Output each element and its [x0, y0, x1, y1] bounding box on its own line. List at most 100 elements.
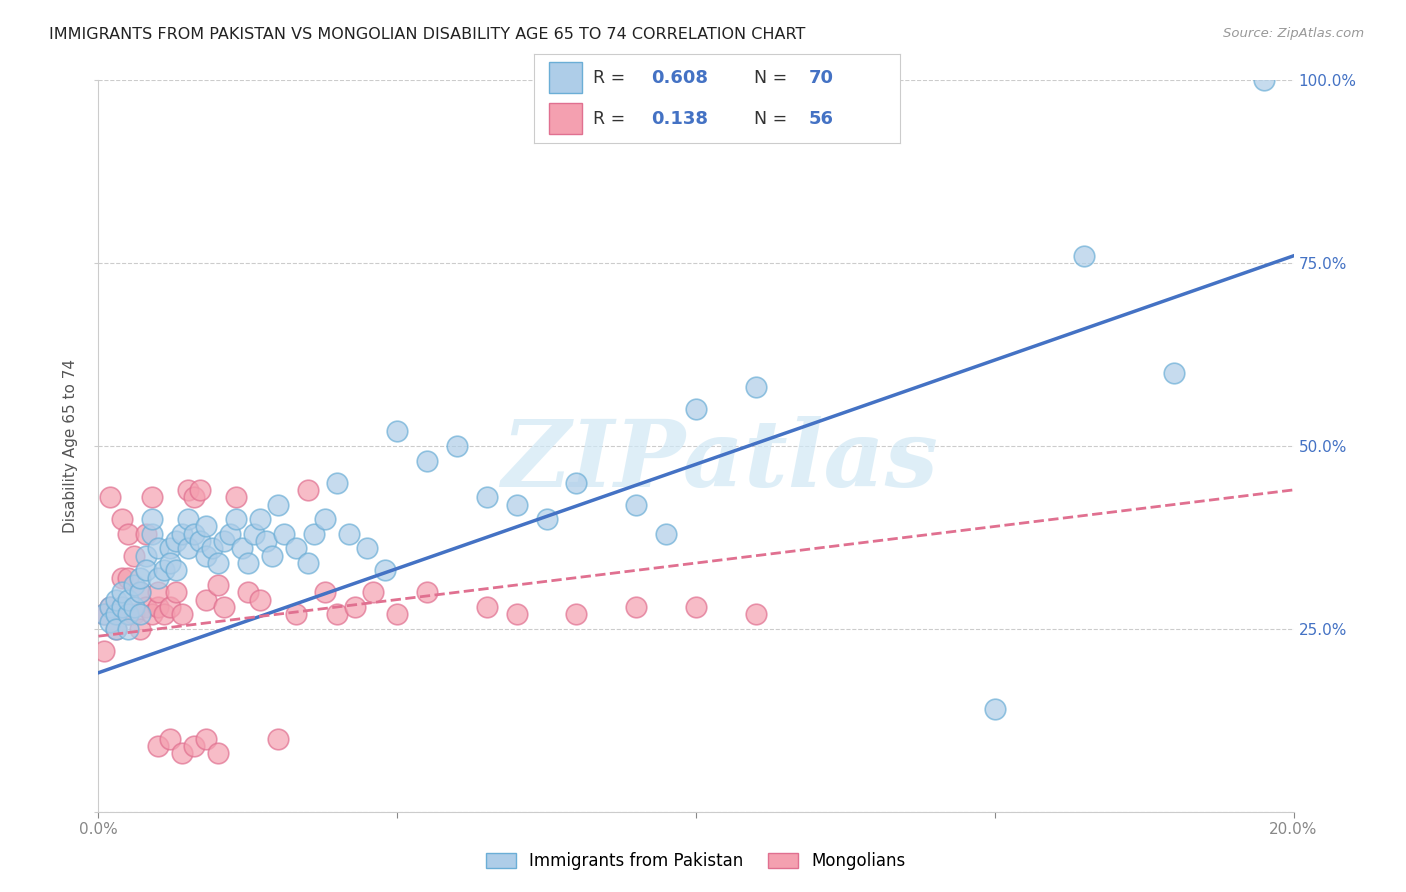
Point — [153, 607, 176, 622]
Point — [249, 512, 271, 526]
Point — [117, 622, 139, 636]
Point — [260, 549, 283, 563]
Point — [506, 498, 529, 512]
Point — [129, 622, 152, 636]
Point — [212, 534, 235, 549]
Point — [105, 622, 128, 636]
Point — [124, 549, 146, 563]
Point — [100, 615, 122, 629]
Point — [153, 563, 176, 577]
Point — [326, 607, 349, 622]
Point — [148, 739, 170, 753]
Point — [326, 475, 349, 490]
Point — [148, 585, 170, 599]
Point — [207, 578, 229, 592]
Point — [188, 483, 211, 497]
Point — [446, 439, 468, 453]
Point — [231, 541, 253, 556]
Text: 0.608: 0.608 — [651, 69, 709, 87]
Point — [135, 526, 157, 541]
Point — [129, 585, 152, 599]
Point — [165, 585, 187, 599]
Point — [111, 599, 134, 614]
Point — [207, 556, 229, 570]
Legend: Immigrants from Pakistan, Mongolians: Immigrants from Pakistan, Mongolians — [479, 846, 912, 877]
Point — [297, 556, 319, 570]
Point — [416, 585, 439, 599]
Point — [148, 541, 170, 556]
Point — [148, 599, 170, 614]
Point — [273, 526, 295, 541]
Text: IMMIGRANTS FROM PAKISTAN VS MONGOLIAN DISABILITY AGE 65 TO 74 CORRELATION CHART: IMMIGRANTS FROM PAKISTAN VS MONGOLIAN DI… — [49, 27, 806, 42]
Text: ZIPatlas: ZIPatlas — [502, 416, 938, 506]
Point — [141, 607, 163, 622]
Point — [129, 607, 152, 622]
Point — [195, 731, 218, 746]
Point — [159, 556, 181, 570]
Text: N =: N = — [754, 69, 793, 87]
Point — [1073, 249, 1095, 263]
Point — [165, 563, 187, 577]
Point — [141, 512, 163, 526]
Point — [267, 498, 290, 512]
Point — [195, 519, 218, 533]
Point — [225, 512, 247, 526]
Point — [93, 607, 115, 622]
Point — [1163, 366, 1185, 380]
Point — [225, 490, 247, 504]
Point — [201, 541, 224, 556]
Text: 70: 70 — [808, 69, 834, 87]
Point — [385, 607, 409, 622]
Point — [105, 592, 128, 607]
Point — [159, 731, 181, 746]
Point — [177, 483, 200, 497]
Point — [183, 490, 205, 504]
Point — [195, 592, 218, 607]
Point — [183, 739, 205, 753]
Point — [177, 512, 200, 526]
Point — [111, 571, 134, 585]
Point — [475, 599, 498, 614]
Point — [117, 607, 139, 622]
Point — [267, 731, 290, 746]
Point — [172, 526, 194, 541]
Point — [565, 607, 588, 622]
Text: R =: R = — [593, 69, 630, 87]
Point — [236, 585, 259, 599]
Point — [177, 541, 200, 556]
Point — [284, 607, 307, 622]
Point — [141, 490, 163, 504]
Point — [385, 425, 409, 439]
Point — [148, 571, 170, 585]
Point — [626, 599, 648, 614]
Point — [219, 526, 242, 541]
Point — [93, 607, 115, 622]
Point — [315, 512, 337, 526]
Point — [284, 541, 307, 556]
Bar — [548, 62, 582, 93]
Point — [374, 563, 396, 577]
Point — [165, 534, 187, 549]
Point — [105, 622, 128, 636]
Point — [172, 746, 194, 760]
Point — [117, 571, 139, 585]
Point — [100, 599, 122, 614]
Text: R =: R = — [593, 110, 636, 128]
Point — [745, 607, 768, 622]
Point — [172, 607, 194, 622]
Point — [745, 380, 768, 394]
Point — [565, 475, 588, 490]
Text: 0.138: 0.138 — [651, 110, 709, 128]
Point — [111, 585, 134, 599]
Text: Source: ZipAtlas.com: Source: ZipAtlas.com — [1223, 27, 1364, 40]
Point — [344, 599, 367, 614]
Point — [105, 607, 128, 622]
Point — [124, 607, 146, 622]
Point — [117, 526, 139, 541]
Text: N =: N = — [754, 110, 793, 128]
Point — [135, 563, 157, 577]
Point — [111, 599, 134, 614]
Point — [195, 549, 218, 563]
Point — [506, 607, 529, 622]
Point — [141, 526, 163, 541]
